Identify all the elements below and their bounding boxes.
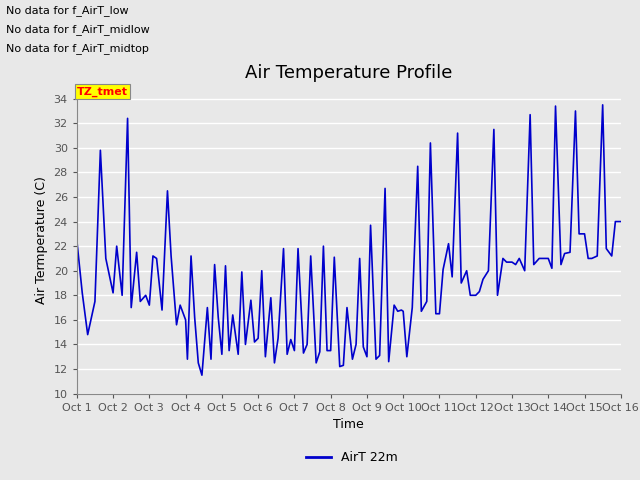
Legend: AirT 22m: AirT 22m bbox=[301, 446, 403, 469]
Text: No data for f_AirT_midtop: No data for f_AirT_midtop bbox=[6, 43, 149, 54]
Title: Air Temperature Profile: Air Temperature Profile bbox=[245, 64, 452, 82]
X-axis label: Time: Time bbox=[333, 418, 364, 431]
Text: TZ_tmet: TZ_tmet bbox=[77, 86, 128, 96]
Text: No data for f_AirT_midlow: No data for f_AirT_midlow bbox=[6, 24, 150, 35]
Text: No data for f_AirT_low: No data for f_AirT_low bbox=[6, 5, 129, 16]
Y-axis label: Air Termperature (C): Air Termperature (C) bbox=[35, 176, 48, 304]
